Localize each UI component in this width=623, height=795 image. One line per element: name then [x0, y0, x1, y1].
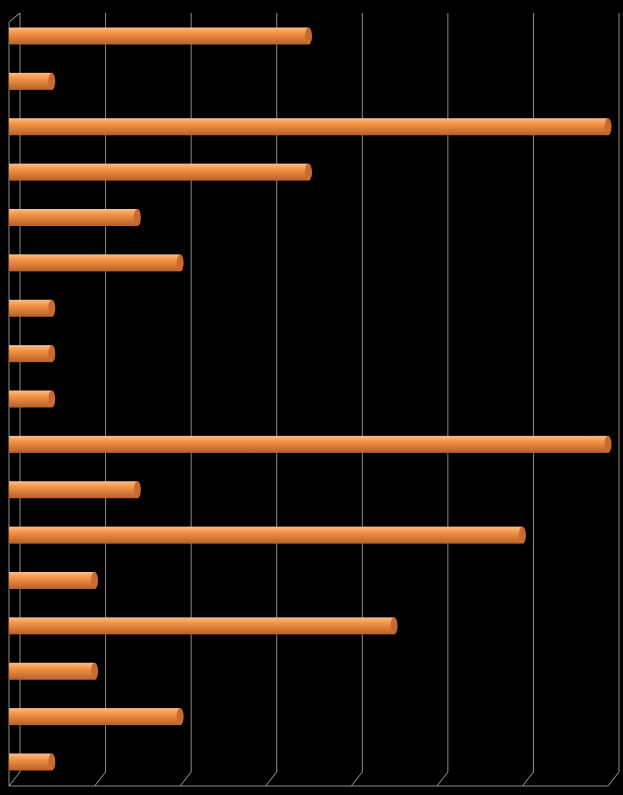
floor-gridline-14 [607, 771, 620, 787]
floor-gridline-10 [436, 771, 449, 787]
floor-gridline-12 [522, 771, 534, 787]
bar-16-end-cap [176, 708, 184, 726]
bar-1 [9, 27, 312, 45]
bar-16 [9, 708, 184, 726]
bar-13-body [9, 572, 95, 589]
bar-5 [9, 209, 141, 226]
bar-5-end-cap [133, 209, 141, 226]
bar-8-body [9, 345, 52, 363]
bar-7-body [9, 299, 52, 317]
bar-2-body [9, 72, 52, 90]
bar-1-body [9, 27, 309, 45]
bar-17-body [9, 753, 52, 771]
floor-gridline-0 [8, 771, 21, 787]
bar-9-body [9, 390, 52, 408]
bar-17 [9, 753, 56, 771]
bar-10-body [9, 435, 608, 453]
bar-13 [9, 572, 99, 589]
bar-6-end-cap [176, 254, 184, 272]
bar-4 [9, 163, 312, 181]
axis-wall-top-edge [8, 12, 21, 23]
bars [9, 27, 612, 771]
floor-gridline-4 [179, 771, 192, 787]
bar-1-end-cap [305, 27, 312, 45]
floor-gridline-2 [94, 771, 106, 787]
bar-6 [9, 254, 184, 272]
floor-gridline-8 [350, 771, 363, 787]
bar-15-end-cap [91, 662, 99, 680]
bar-15-body [9, 662, 95, 680]
bar-2 [9, 72, 56, 90]
bar-14-body [9, 617, 395, 635]
bar-15 [9, 662, 99, 680]
bar-10 [9, 435, 612, 453]
bar-7-end-cap [48, 299, 56, 317]
bar-9-end-cap [48, 390, 56, 408]
bar-2-end-cap [48, 72, 56, 90]
bar-11-end-cap [133, 481, 141, 499]
bar-3 [9, 118, 612, 136]
bar-14 [9, 617, 398, 635]
bar-10-end-cap [604, 435, 612, 453]
bar-4-end-cap [305, 163, 312, 181]
bar-12-end-cap [518, 526, 526, 544]
bar-5-body [9, 209, 138, 226]
bar-3-body [9, 118, 608, 136]
bar-11 [9, 481, 141, 499]
bar-12 [9, 526, 526, 544]
bar-16-body [9, 708, 181, 726]
bar-3-end-cap [604, 118, 612, 136]
bar-9 [9, 390, 56, 408]
bar-17-end-cap [48, 753, 56, 771]
bar-7 [9, 299, 56, 317]
bar-8 [9, 345, 56, 363]
bar-8-end-cap [48, 345, 56, 363]
bar-6-body [9, 254, 181, 272]
bar-12-body [9, 526, 523, 544]
bar-4-body [9, 163, 309, 181]
bar-11-body [9, 481, 138, 499]
bar-14-end-cap [390, 617, 398, 635]
floor-gridline-6 [265, 771, 278, 787]
bar-13-end-cap [91, 572, 99, 589]
